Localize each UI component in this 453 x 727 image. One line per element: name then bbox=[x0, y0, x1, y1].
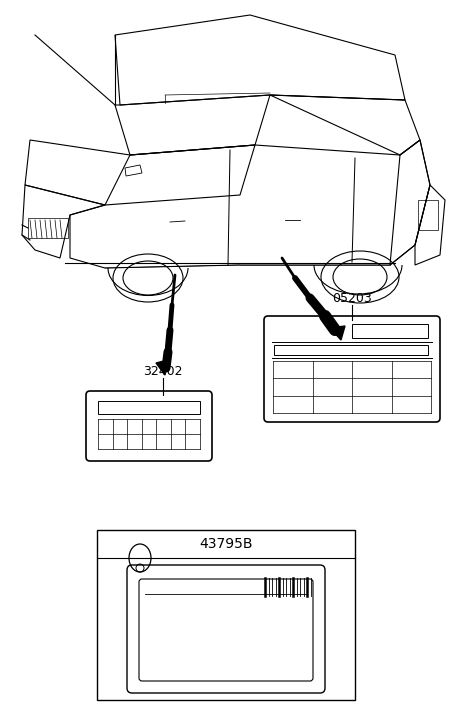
Polygon shape bbox=[156, 360, 168, 375]
Bar bbox=[28, 218, 68, 238]
Polygon shape bbox=[330, 326, 345, 340]
Bar bbox=[418, 200, 438, 230]
Bar bbox=[352, 324, 428, 338]
Polygon shape bbox=[125, 165, 142, 176]
Bar bbox=[98, 401, 200, 414]
Bar bbox=[274, 345, 428, 355]
Text: 43795B: 43795B bbox=[199, 537, 253, 551]
Text: 32402: 32402 bbox=[143, 365, 183, 378]
Text: 05203: 05203 bbox=[332, 292, 372, 305]
